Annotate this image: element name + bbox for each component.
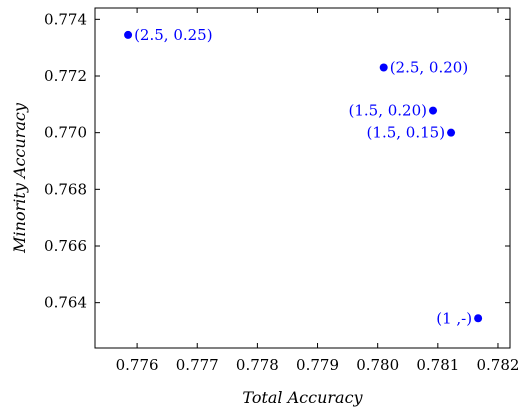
plot-area: 0.776 0.777 0.778 0.779 0.780 0.781 0.782 0.76… — [44, 7, 519, 374]
x-tick-label: 0.779 — [296, 356, 339, 374]
y-tick-label: 0.770 — [44, 124, 87, 142]
x-axis-ticks: 0.776 0.777 0.778 0.779 0.780 0.781 0.782 — [116, 8, 519, 374]
x-tick-label: 0.776 — [116, 356, 159, 374]
x-tick-label: 0.782 — [476, 356, 519, 374]
point-label: (2.5, 0.25) — [134, 26, 213, 44]
x-axis-label: Total Accuracy — [242, 388, 363, 407]
x-tick-label: 0.777 — [176, 356, 219, 374]
x-tick-label: 0.780 — [356, 356, 399, 374]
data-point — [447, 128, 456, 137]
x-tick-label: 0.781 — [416, 356, 459, 374]
point-label: (1.5, 0.20) — [349, 102, 428, 120]
point-label: (1.5, 0.15) — [367, 124, 446, 142]
y-tick-label: 0.768 — [44, 180, 87, 198]
data-point — [379, 63, 388, 72]
y-tick-label: 0.774 — [44, 10, 87, 28]
data-points: (2.5, 0.25) (2.5, 0.20) (1.5, 0.20) (1.5, 0… — [124, 26, 483, 327]
y-tick-label: 0.772 — [44, 67, 87, 85]
data-point — [429, 106, 438, 115]
point-label: (2.5, 0.20) — [390, 59, 469, 77]
y-axis-ticks: 0.764 0.766 0.768 0.770 0.772 0.774 — [44, 10, 510, 312]
x-tick-label: 0.778 — [236, 356, 279, 374]
data-point — [474, 314, 483, 323]
y-tick-label: 0.764 — [44, 294, 87, 312]
y-axis-label: Minority Accuracy — [10, 102, 29, 254]
plot-frame — [94, 7, 511, 349]
point-label: (1 ,-) — [436, 309, 472, 327]
data-point — [124, 30, 133, 39]
y-tick-label: 0.766 — [44, 237, 87, 255]
